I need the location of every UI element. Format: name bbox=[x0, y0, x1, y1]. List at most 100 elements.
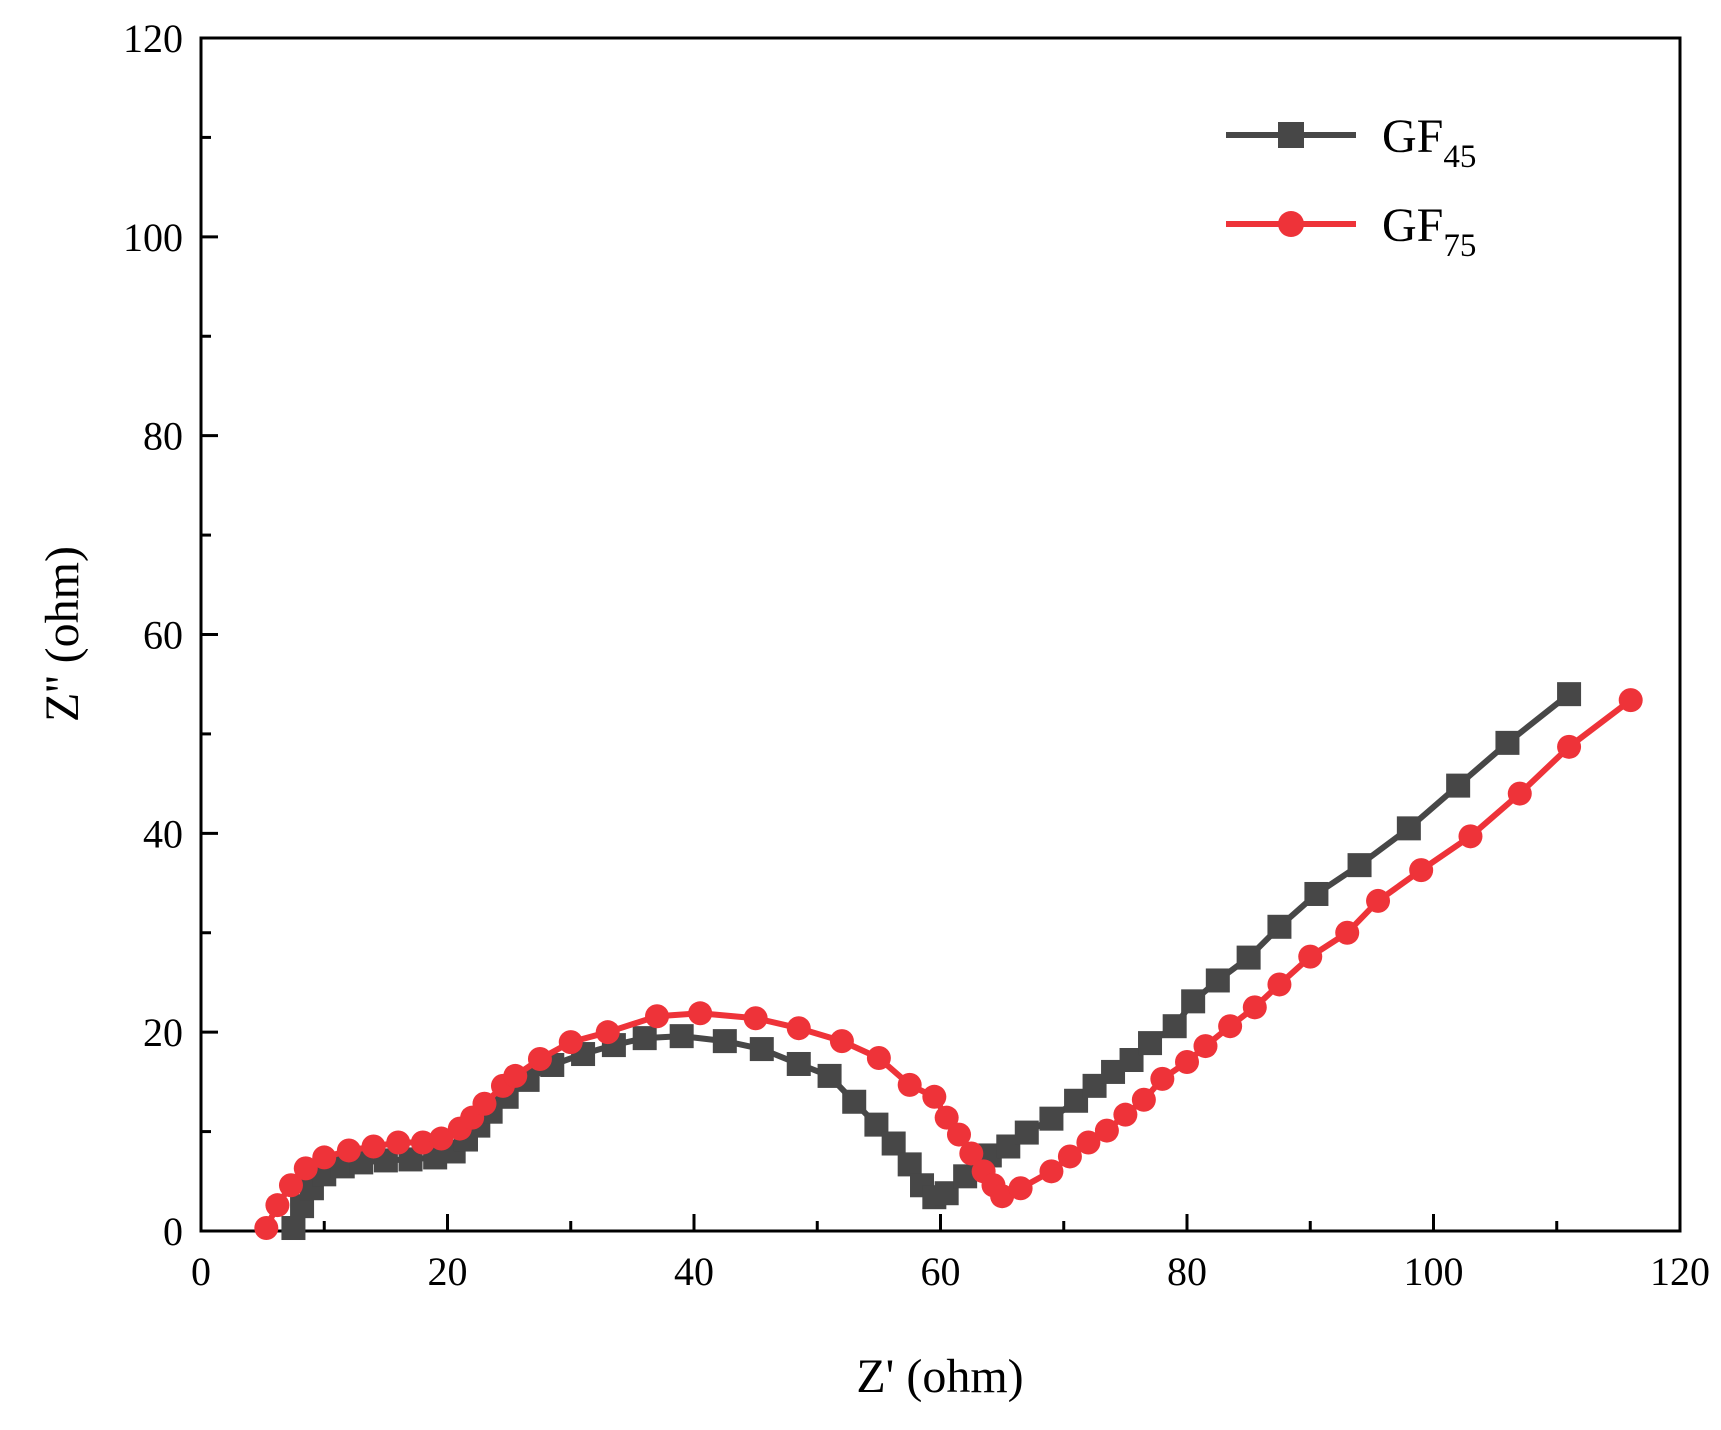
legend-label-main: GF bbox=[1382, 199, 1443, 252]
data-point-gf75 bbox=[265, 1193, 290, 1218]
data-point-gf45 bbox=[1267, 914, 1292, 939]
data-point-gf75 bbox=[386, 1130, 411, 1155]
data-point-gf45 bbox=[632, 1026, 657, 1051]
data-point-gf75 bbox=[934, 1105, 959, 1130]
data-point-gf75 bbox=[1094, 1118, 1119, 1143]
data-point-gf75 bbox=[1150, 1066, 1175, 1091]
data-point-gf45 bbox=[1181, 989, 1206, 1014]
data-point-gf75 bbox=[558, 1030, 583, 1055]
legend-label-subscript: 45 bbox=[1443, 139, 1476, 175]
data-point-gf45 bbox=[1495, 730, 1520, 755]
data-point-gf45 bbox=[1396, 816, 1421, 841]
data-point-gf75 bbox=[1298, 944, 1323, 969]
x-tick-label: 80 bbox=[1167, 1249, 1207, 1294]
data-point-gf75 bbox=[1218, 1014, 1243, 1039]
y-axis-ticks: 0 20 40 60 80 100 120 bbox=[123, 16, 218, 1254]
data-point-gf75 bbox=[1039, 1159, 1064, 1184]
data-point-gf45 bbox=[1039, 1106, 1064, 1131]
x-tick-label: 20 bbox=[428, 1249, 468, 1294]
legend-label-main: GF bbox=[1382, 110, 1443, 163]
data-point-gf75 bbox=[595, 1020, 620, 1045]
data-point-gf75 bbox=[645, 1004, 670, 1029]
data-point-gf75 bbox=[293, 1156, 318, 1181]
data-point-gf45 bbox=[817, 1063, 842, 1088]
data-point-gf75 bbox=[1507, 781, 1532, 806]
data-point-gf75 bbox=[1458, 824, 1483, 849]
data-point-gf75 bbox=[897, 1072, 922, 1097]
data-point-gf75 bbox=[1076, 1130, 1101, 1155]
data-point-gf75 bbox=[1335, 920, 1360, 945]
data-point-gf45 bbox=[1446, 773, 1471, 798]
legend-label-gf75: GF75 bbox=[1382, 199, 1476, 264]
series-gf45 bbox=[281, 682, 1582, 1241]
data-point-gf75 bbox=[336, 1138, 361, 1163]
data-point-gf75 bbox=[1113, 1102, 1138, 1127]
data-point-gf75 bbox=[688, 1001, 713, 1026]
data-point-gf45 bbox=[786, 1051, 811, 1076]
data-point-gf45 bbox=[842, 1089, 867, 1114]
data-point-gf45 bbox=[669, 1024, 694, 1049]
y-tick-label: 120 bbox=[123, 16, 183, 61]
data-point-gf75 bbox=[1193, 1034, 1218, 1059]
x-tick-label: 100 bbox=[1404, 1249, 1464, 1294]
legend-label-subscript: 75 bbox=[1443, 228, 1476, 264]
y-axis-title: Z'' (ohm) bbox=[36, 546, 89, 722]
data-point-gf75 bbox=[429, 1126, 454, 1151]
x-tick-label: 60 bbox=[921, 1249, 961, 1294]
data-point-gf75 bbox=[1267, 972, 1292, 997]
y-tick-label: 20 bbox=[143, 1010, 183, 1055]
data-point-gf75 bbox=[1057, 1144, 1082, 1169]
data-point-gf75 bbox=[946, 1122, 971, 1147]
data-point-gf45 bbox=[281, 1216, 306, 1241]
series-gf75 bbox=[254, 688, 1643, 1241]
legend-item-gf75: GF75 bbox=[1226, 199, 1476, 264]
data-point-gf75 bbox=[527, 1047, 552, 1072]
y-tick-label: 80 bbox=[143, 414, 183, 459]
data-point-gf75 bbox=[278, 1173, 303, 1198]
legend-marker-gf75 bbox=[1278, 211, 1304, 237]
data-point-gf75 bbox=[1008, 1176, 1033, 1201]
data-point-gf45 bbox=[712, 1029, 737, 1054]
data-point-gf45 bbox=[1347, 853, 1372, 878]
x-axis-ticks: 0 20 40 60 80 100 120 bbox=[191, 1214, 1710, 1294]
data-point-gf75 bbox=[1618, 688, 1643, 713]
data-point-gf75 bbox=[312, 1145, 337, 1170]
legend-marker-gf45 bbox=[1278, 122, 1304, 148]
data-point-gf75 bbox=[503, 1063, 528, 1088]
data-point-gf75 bbox=[1409, 858, 1434, 883]
data-point-gf75 bbox=[959, 1141, 984, 1166]
x-tick-label: 120 bbox=[1650, 1249, 1710, 1294]
data-point-gf45 bbox=[1304, 881, 1329, 906]
y-tick-label: 40 bbox=[143, 811, 183, 856]
data-point-gf45 bbox=[1138, 1031, 1163, 1056]
data-point-gf45 bbox=[1014, 1120, 1039, 1145]
y-tick-label: 60 bbox=[143, 613, 183, 658]
data-point-gf45 bbox=[897, 1152, 922, 1177]
y-tick-label: 100 bbox=[123, 215, 183, 260]
x-tick-label: 40 bbox=[674, 1249, 714, 1294]
data-point-gf45 bbox=[1162, 1014, 1187, 1039]
data-point-gf75 bbox=[254, 1216, 279, 1241]
data-point-gf75 bbox=[922, 1084, 947, 1109]
x-axis-title: Z' (ohm) bbox=[856, 1350, 1023, 1403]
series-layer bbox=[254, 682, 1643, 1241]
data-point-gf75 bbox=[1242, 995, 1267, 1020]
data-point-gf75 bbox=[472, 1091, 497, 1116]
data-point-gf45 bbox=[881, 1131, 906, 1156]
data-point-gf75 bbox=[410, 1130, 435, 1155]
data-point-gf75 bbox=[1175, 1049, 1199, 1074]
data-point-gf75 bbox=[866, 1046, 891, 1071]
data-point-gf75 bbox=[743, 1006, 768, 1031]
data-point-gf45 bbox=[1205, 968, 1230, 993]
data-point-gf75 bbox=[829, 1029, 854, 1054]
legend-label-gf45: GF45 bbox=[1382, 110, 1476, 175]
legend-item-gf45: GF45 bbox=[1226, 110, 1476, 175]
x-tick-label: 0 bbox=[191, 1249, 211, 1294]
data-point-gf75 bbox=[1131, 1087, 1156, 1112]
data-point-gf75 bbox=[361, 1134, 386, 1159]
data-point-gf75 bbox=[990, 1184, 1015, 1209]
data-point-gf45 bbox=[1236, 945, 1261, 970]
data-point-gf75 bbox=[1557, 734, 1582, 759]
